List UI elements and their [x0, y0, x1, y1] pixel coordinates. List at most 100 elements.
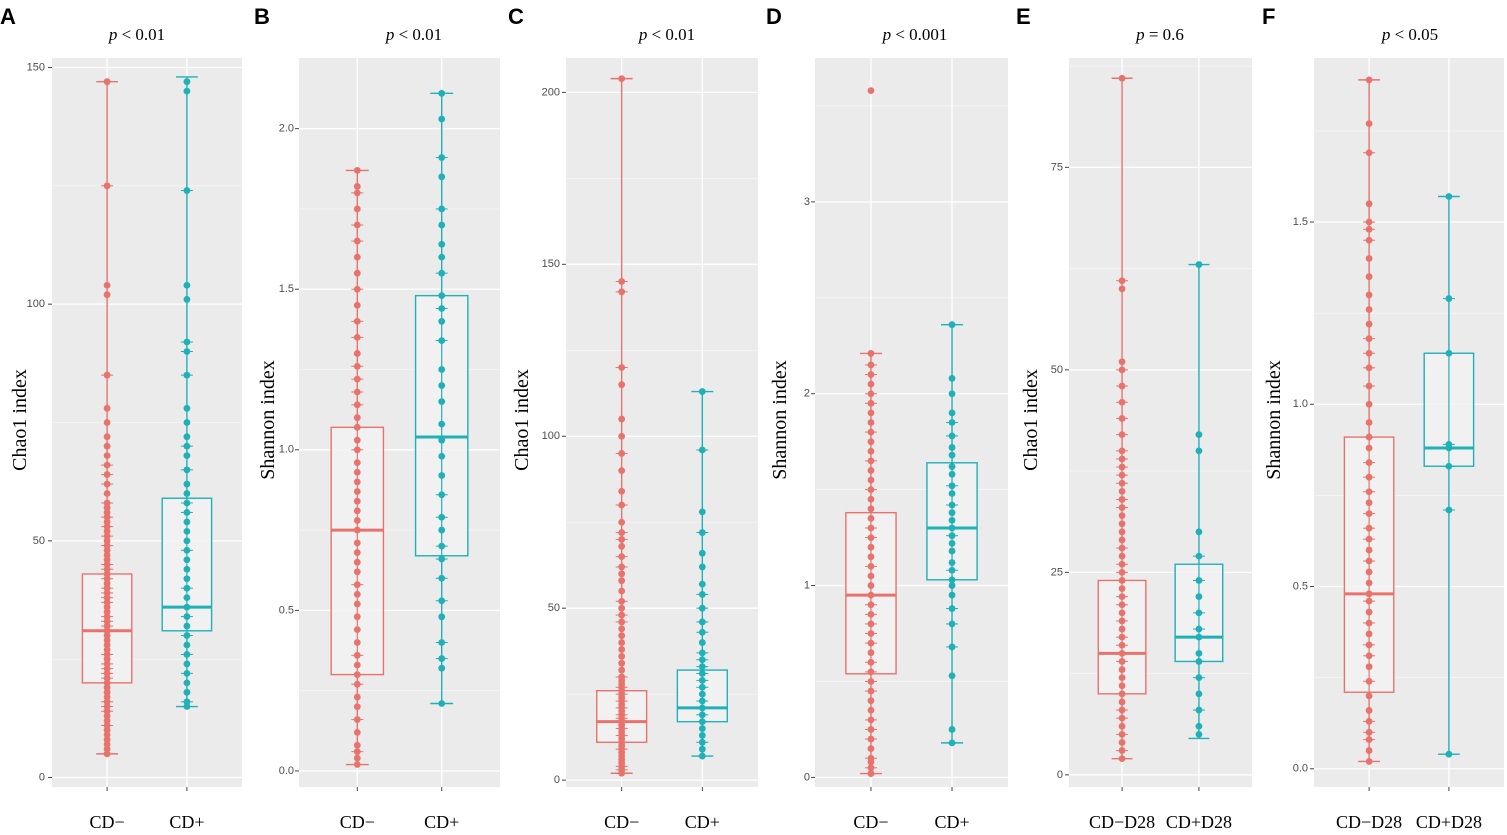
- data-point: [353, 558, 361, 566]
- data-point: [103, 622, 111, 630]
- data-point: [438, 115, 446, 123]
- data-point: [183, 575, 191, 583]
- y-tick-label: 50: [548, 602, 560, 614]
- data-point: [618, 577, 626, 585]
- data-point: [948, 321, 956, 329]
- data-point: [438, 664, 446, 672]
- y-tick-label: 0: [804, 771, 810, 783]
- data-point: [353, 497, 361, 505]
- data-point: [103, 575, 111, 583]
- data-point: [1445, 506, 1453, 514]
- data-point: [438, 154, 446, 161]
- data-point: [1365, 149, 1373, 157]
- data-point: [103, 542, 111, 549]
- data-point: [948, 509, 956, 517]
- data-point: [867, 505, 875, 513]
- data-point: [618, 587, 626, 595]
- data-point: [103, 698, 111, 706]
- data-point: [438, 269, 446, 277]
- data-point: [1118, 739, 1126, 746]
- data-point: [948, 739, 956, 747]
- x-tick-label: CD+D28: [1416, 812, 1482, 832]
- data-point: [867, 706, 875, 714]
- y-tick-label: 1.5: [279, 283, 294, 295]
- data-point: [698, 549, 706, 557]
- x-tick-label: CD−D28: [1336, 812, 1402, 832]
- data-point: [867, 610, 875, 618]
- data-point: [103, 518, 111, 526]
- data-point: [1445, 750, 1453, 758]
- data-point: [438, 700, 446, 707]
- data-point: [103, 726, 111, 734]
- data-point: [353, 423, 361, 431]
- data-point: [618, 570, 626, 578]
- data-point: [1365, 692, 1373, 700]
- data-point: [1118, 504, 1126, 511]
- data-point: [103, 419, 111, 426]
- data-point: [867, 467, 875, 474]
- data-point: [948, 470, 956, 478]
- data-point: [103, 750, 111, 758]
- data-point: [438, 542, 446, 550]
- data-point: [103, 471, 111, 478]
- p-value-label: p < 0.01: [108, 25, 165, 44]
- data-point: [867, 562, 875, 570]
- data-point: [1118, 722, 1126, 730]
- data-point: [183, 703, 191, 710]
- data-point: [1118, 536, 1126, 544]
- data-point: [438, 89, 446, 97]
- data-point: [1365, 758, 1373, 765]
- data-point: [1365, 120, 1373, 128]
- data-point: [948, 524, 956, 532]
- data-point: [438, 292, 446, 300]
- data-point: [183, 452, 191, 460]
- data-point: [867, 770, 875, 777]
- data-point: [867, 716, 875, 724]
- data-point: [1365, 291, 1373, 299]
- data-point: [618, 597, 626, 605]
- data-point: [353, 581, 361, 589]
- data-point: [1118, 366, 1126, 374]
- y-tick-label: 0.5: [1293, 580, 1308, 592]
- data-point: [353, 253, 361, 261]
- data-point: [353, 221, 361, 229]
- data-point: [353, 651, 361, 659]
- panel-letter: F: [1262, 4, 1275, 29]
- data-point: [867, 409, 875, 417]
- data-point: [1195, 261, 1203, 268]
- data-point: [618, 563, 626, 571]
- data-point: [103, 546, 111, 554]
- data-point: [1365, 400, 1373, 408]
- data-point: [948, 539, 956, 547]
- data-point: [698, 656, 706, 664]
- data-point: [353, 539, 361, 547]
- data-point: [867, 476, 875, 484]
- data-point: [698, 563, 706, 571]
- data-point: [1118, 609, 1126, 617]
- data-point: [948, 547, 956, 555]
- data-point: [183, 518, 191, 526]
- data-point: [353, 729, 361, 736]
- data-point: [1365, 707, 1373, 714]
- data-point: [183, 622, 191, 630]
- data-point: [183, 281, 191, 289]
- data-point: [618, 529, 626, 536]
- data-point: [183, 78, 191, 86]
- y-tick-label: 1.0: [1293, 398, 1308, 410]
- data-point: [867, 419, 875, 426]
- data-point: [867, 361, 875, 369]
- data-point: [353, 459, 361, 467]
- data-point: [103, 707, 111, 715]
- x-tick-label: CD+: [934, 812, 969, 832]
- data-point: [438, 173, 446, 181]
- data-point: [1365, 568, 1373, 576]
- data-point: [867, 735, 875, 743]
- y-tick-label: 0: [1057, 769, 1063, 781]
- data-point: [1365, 736, 1373, 744]
- data-point: [1195, 649, 1203, 657]
- data-point: [948, 444, 956, 451]
- data-point: [1118, 568, 1126, 576]
- data-point: [867, 764, 875, 772]
- data-point: [1365, 236, 1373, 244]
- y-axis-label: Chao1 index: [511, 369, 533, 471]
